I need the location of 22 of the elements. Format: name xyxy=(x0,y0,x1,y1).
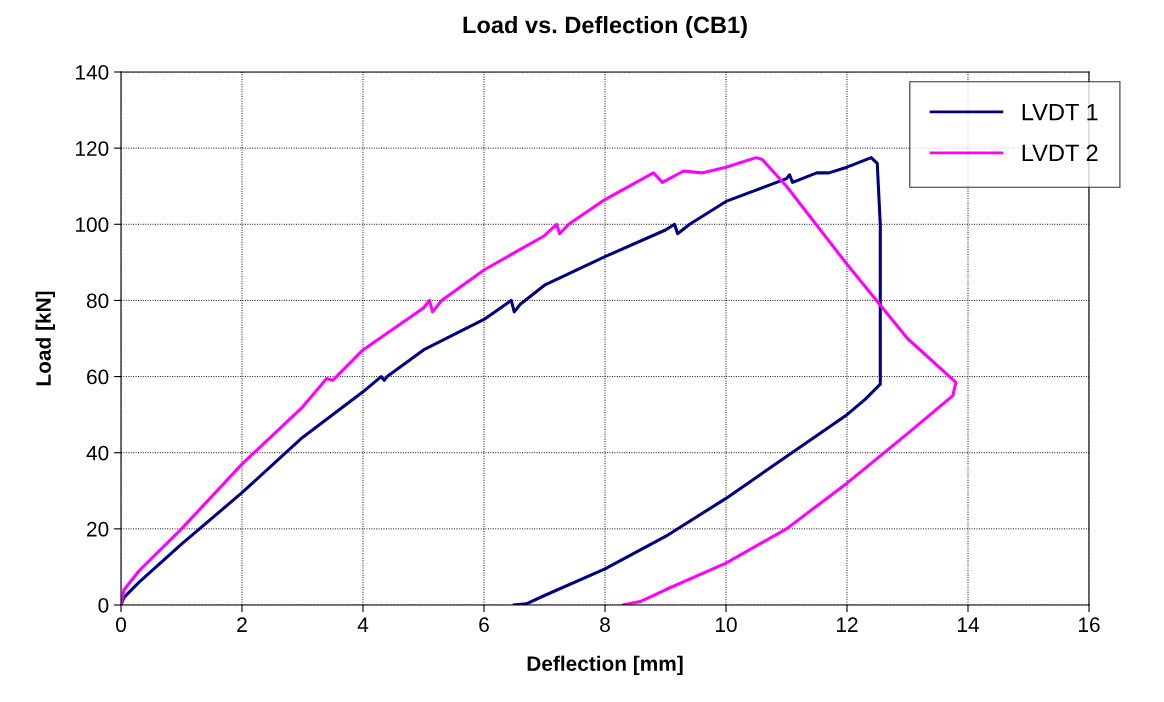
y-tick-label: 40 xyxy=(86,445,109,461)
x-tick-label: 2 xyxy=(237,617,247,632)
y-tick-label: 80 xyxy=(86,293,109,309)
y-axis-title: Load [kN] xyxy=(35,291,55,386)
legend-label: LVDT 1 xyxy=(1022,103,1098,121)
x-tick-label: 10 xyxy=(716,617,737,633)
x-tick-label: 14 xyxy=(958,617,979,632)
x-tick-label: 8 xyxy=(600,617,610,633)
y-tick-label: 120 xyxy=(76,141,109,156)
y-tick-label: 140 xyxy=(76,65,109,80)
y-tick-label: 100 xyxy=(76,217,109,233)
x-axis-title: Deflection [mm] xyxy=(527,655,683,676)
x-tick-label: 4 xyxy=(357,617,369,632)
x-tick-label: 0 xyxy=(116,617,126,633)
legend-label: LVDT 2 xyxy=(1022,144,1098,162)
y-tick-label: 60 xyxy=(87,369,109,385)
x-tick-label: 16 xyxy=(1079,617,1100,633)
x-tick-label: 12 xyxy=(837,617,858,632)
y-tick-label: 0 xyxy=(98,598,109,613)
chart-title: Load vs. Deflection (CB1) xyxy=(463,16,747,39)
y-tick-label: 20 xyxy=(87,521,109,537)
x-tick-label: 6 xyxy=(479,617,489,633)
